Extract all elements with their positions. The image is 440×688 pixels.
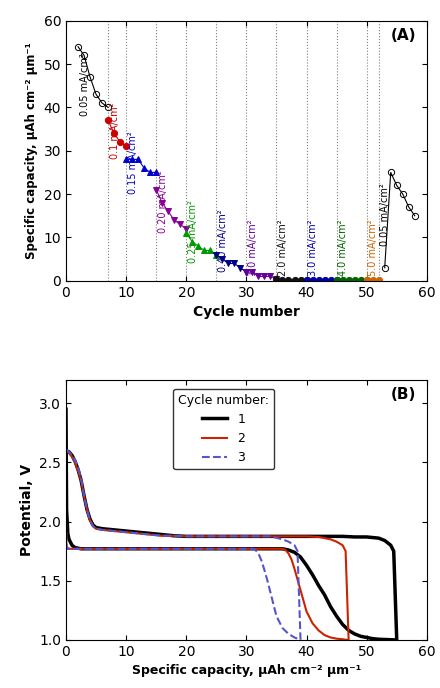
Text: 0.05 mA/cm²: 0.05 mA/cm² <box>381 184 390 246</box>
X-axis label: Specific capacity, μAh cm⁻² μm⁻¹: Specific capacity, μAh cm⁻² μm⁻¹ <box>132 664 361 677</box>
Text: 0.05 mA/cm²: 0.05 mA/cm² <box>80 53 90 116</box>
Text: 0.25 mA/cm²: 0.25 mA/cm² <box>188 201 198 264</box>
Text: 1.0 mA/cm²: 1.0 mA/cm² <box>248 220 258 277</box>
Text: 4.0 mA/cm²: 4.0 mA/cm² <box>338 220 348 277</box>
Text: 0.20 mA/cm²: 0.20 mA/cm² <box>158 171 168 233</box>
Text: (A): (A) <box>390 28 416 43</box>
Text: 0.40 mA/cm²: 0.40 mA/cm² <box>218 210 228 272</box>
Y-axis label: Specific capacity, μAh cm⁻² μm⁻¹: Specific capacity, μAh cm⁻² μm⁻¹ <box>25 43 38 259</box>
Text: 0.1 mA/cm²: 0.1 mA/cm² <box>110 103 120 160</box>
Text: 2.0 mA/cm²: 2.0 mA/cm² <box>278 220 288 277</box>
Text: 0.15 mA/cm²: 0.15 mA/cm² <box>128 131 138 194</box>
X-axis label: Cycle number: Cycle number <box>193 305 300 319</box>
Legend: 1, 2, 3: 1, 2, 3 <box>173 389 274 469</box>
Text: 5.0 mA/cm²: 5.0 mA/cm² <box>368 220 378 277</box>
Y-axis label: Potential, V: Potential, V <box>20 464 33 556</box>
Text: (B): (B) <box>391 387 416 402</box>
Text: 3.0 mA/cm²: 3.0 mA/cm² <box>308 220 318 277</box>
